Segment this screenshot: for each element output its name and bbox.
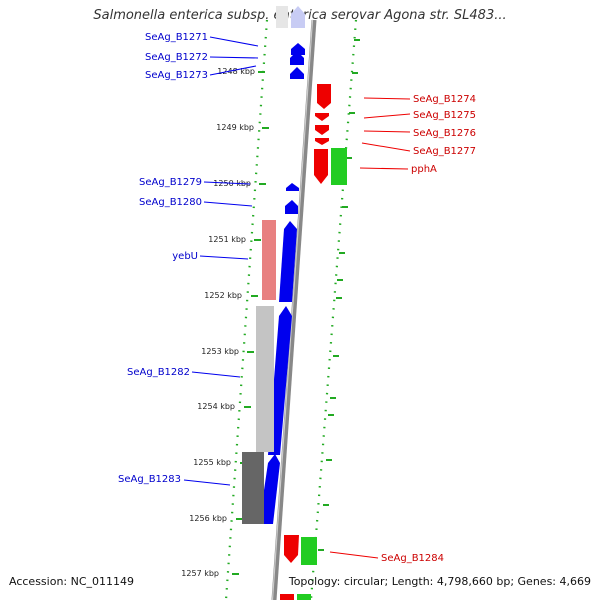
- gene-seag-b1279[interactable]: [286, 183, 299, 191]
- genome-summary-text: Topology: circular; Length: 4,798,660 bp…: [288, 575, 591, 588]
- backbone-highlight: [271, 19, 314, 600]
- kbp-label-1249: 1249 kbp: [216, 123, 254, 132]
- label-seag-b1280[interactable]: SeAg_B1280: [139, 197, 202, 208]
- kbp-label-1254: 1254 kbp: [197, 402, 235, 411]
- label-seag-b1276[interactable]: SeAg_B1276: [413, 128, 476, 139]
- label-seag-b1273[interactable]: SeAg_B1273: [145, 70, 208, 81]
- right-label-connectors: [329, 97, 411, 559]
- label-seag-b1279[interactable]: SeAg_B1279: [139, 177, 202, 188]
- kbp-label-1252: 1252 kbp: [204, 291, 242, 300]
- gene-seag-b1276[interactable]: [315, 125, 329, 135]
- label-seag-b1282[interactable]: SeAg_B1282: [127, 367, 190, 378]
- gene-seag-b1283[interactable]: [259, 454, 280, 524]
- gene-seag-b1280[interactable]: [285, 200, 298, 214]
- backbone: [271, 19, 317, 600]
- label-seag-b1272[interactable]: SeAg_B1272: [145, 52, 208, 63]
- label-yebu[interactable]: yebU: [172, 251, 198, 262]
- label-seag-b1274[interactable]: SeAg_B1274: [413, 94, 476, 105]
- label-seag-b1284[interactable]: SeAg_B1284: [381, 553, 444, 564]
- gene-bottom-red[interactable]: [280, 594, 294, 600]
- gene-seag-b1277[interactable]: [315, 138, 329, 145]
- kbp-label-1255: 1255 kbp: [193, 458, 231, 467]
- green-block-b1284: [301, 537, 317, 565]
- homology-block-pink: [262, 220, 276, 300]
- kbp-label-1253: 1253 kbp: [201, 347, 239, 356]
- label-seag-b1283[interactable]: SeAg_B1283: [118, 474, 181, 485]
- gene-seag-b1275[interactable]: [315, 113, 329, 121]
- gc-track-right: [309, 19, 358, 600]
- kbp-tick-marks: [232, 71, 269, 575]
- homology-block-light: [256, 306, 274, 452]
- gene-seag-b1272[interactable]: [290, 51, 304, 65]
- label-seag-b1271[interactable]: SeAg_B1271: [145, 32, 208, 43]
- homology-block-dark: [242, 452, 264, 524]
- label-seag-b1275[interactable]: SeAg_B1275: [413, 110, 476, 121]
- kbp-label-1256: 1256 kbp: [189, 514, 227, 523]
- label-ppha[interactable]: pphA: [411, 164, 437, 175]
- faded-arrow-top: [291, 6, 305, 28]
- label-seag-b1277[interactable]: SeAg_B1277: [413, 146, 476, 157]
- gene-yebu[interactable]: [279, 221, 297, 302]
- faded-feature-top: [276, 6, 288, 28]
- gc-track-left: [224, 19, 269, 600]
- gene-ppha[interactable]: [314, 149, 328, 184]
- kbp-label-1251: 1251 kbp: [208, 235, 246, 244]
- gene-seag-b1284[interactable]: [284, 535, 299, 563]
- kbp-label-1257: 1257 kbp: [181, 569, 219, 578]
- left-label-connectors: [183, 36, 259, 486]
- gene-seag-b1274[interactable]: [317, 84, 331, 109]
- accession-text: Accession: NC_011149: [9, 575, 135, 588]
- gene-seag-b1273[interactable]: [290, 67, 304, 79]
- gene-seag-b1271[interactable]: [291, 43, 305, 55]
- green-block-ppha: [331, 148, 347, 185]
- kbp-label-1248: 1248 kbp: [217, 67, 255, 76]
- green-block-bottom: [297, 594, 311, 600]
